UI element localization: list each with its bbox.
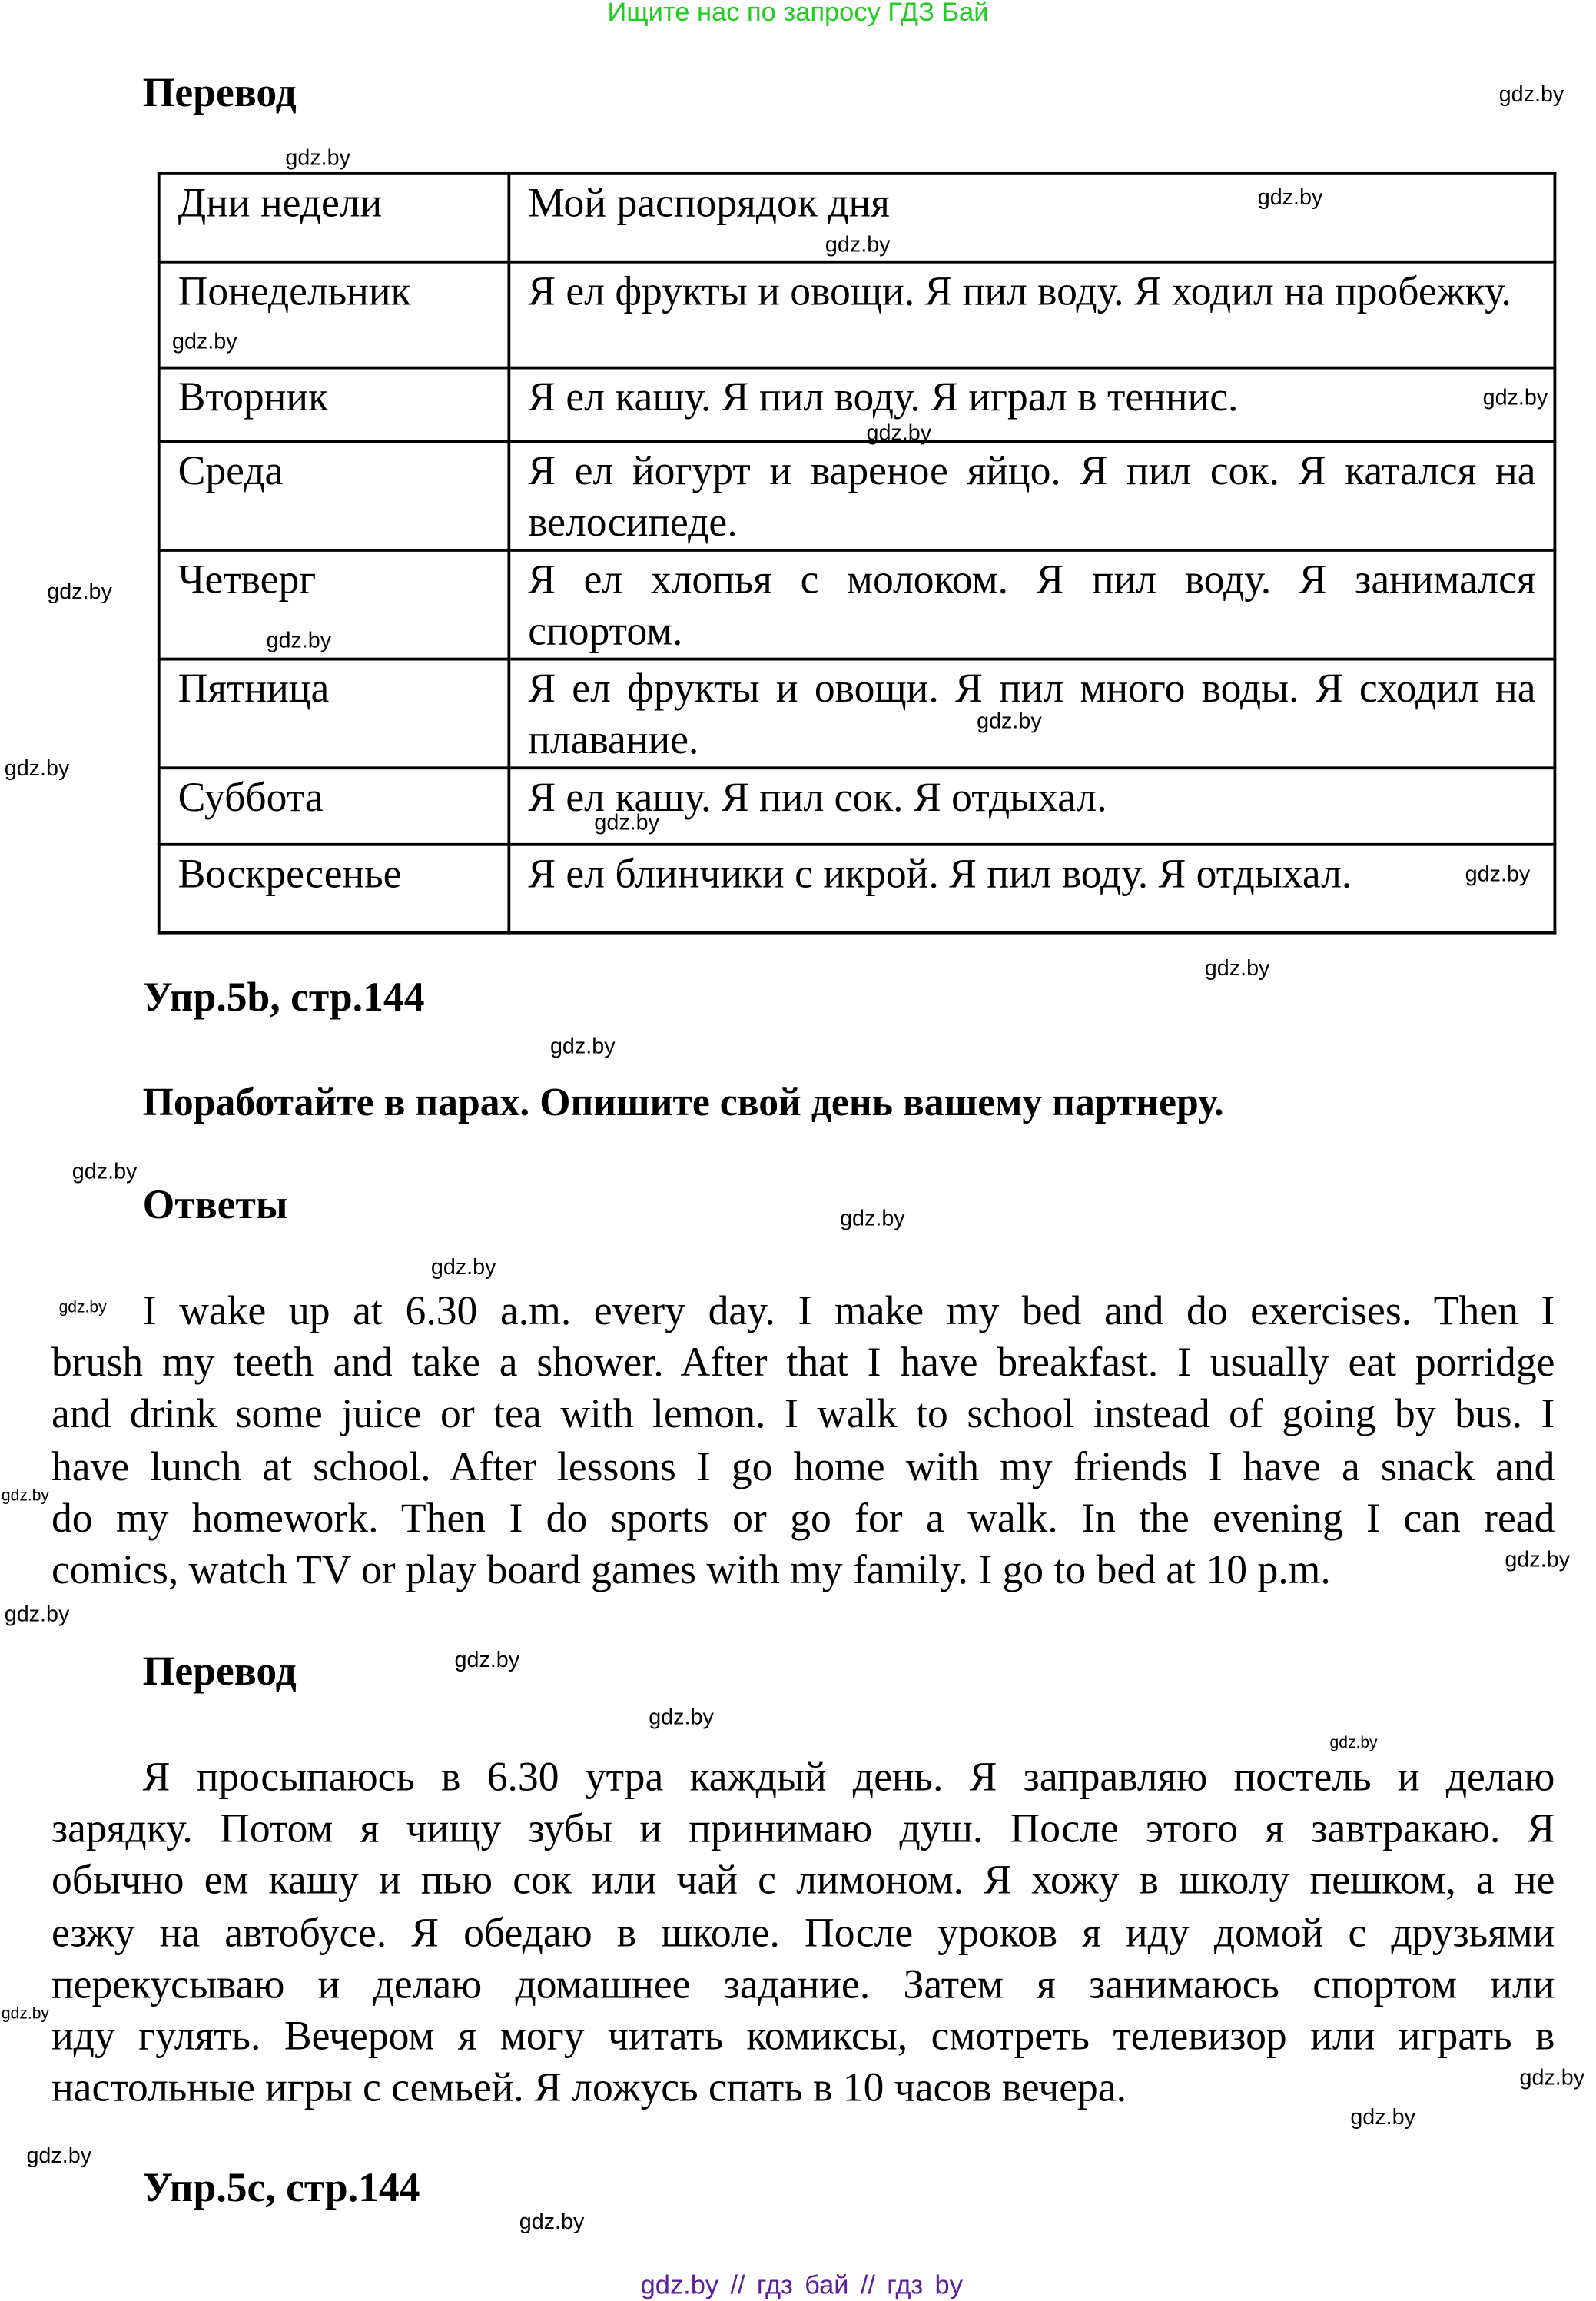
table-row: Суббота Я ел кашу. Я пил сок. Я отдыхал.: [157, 766, 1557, 846]
translation-line: зарядку. Потом я чищу зубы и принимаю ду…: [51, 1807, 1555, 1853]
table-row: Среда Я ел йогурт и вареное яйцо. Я пил …: [157, 440, 1557, 552]
activity-cell: Я ел фрукты и овощи. Я пил воду. Я ходил…: [507, 260, 1557, 370]
watermark: gdz.by: [549, 1034, 616, 1060]
watermark: gdz.by: [977, 709, 1042, 735]
translation-line: Я просыпаюсь в 6.30 утра каждый день. Я …: [142, 1755, 1555, 1801]
translation-line: настольные игры с семьей. Я ложусь спать…: [51, 2065, 1127, 2112]
watermark: gdz.by: [1519, 2065, 1585, 2091]
translation-paragraph: Я просыпаюсь в 6.30 утра каждый день. Я …: [51, 1752, 1555, 2115]
watermark: gdz.by: [1257, 185, 1323, 211]
watermark: gdz.by: [430, 1254, 496, 1280]
watermark: gdz.by: [1, 1487, 49, 1506]
schedule-table: Дни недели Мой распорядок дня Понедельни…: [157, 171, 1557, 935]
activity-cell: Я ел кашу. Я пил воду. Я играл в теннис.: [507, 366, 1557, 443]
watermark: gdz.by: [1, 2005, 49, 2024]
answer-paragraph: I wake up at 6.30 a.m. every day. I make…: [51, 1286, 1555, 1596]
table-row: Понедельник Я ел фрукты и овощи. Я пил в…: [157, 260, 1557, 370]
day-cell: Вторник: [157, 366, 511, 443]
translation-heading: Перевод: [142, 70, 297, 117]
activity-cell: Я ел йогурт и вареное яйцо. Я пил сок. Я…: [507, 440, 1557, 552]
table-row: Воскресенье Я ел блинчики с икрой. Я пил…: [157, 842, 1557, 935]
watermark: gdz.by: [1350, 2105, 1415, 2130]
translation-line: езжу на автобусе. Я обедаю в школе. Посл…: [51, 1910, 1555, 1957]
watermark: gdz.by: [594, 810, 659, 836]
day-cell: Четверг: [157, 549, 511, 661]
header-days: Дни недели: [157, 171, 511, 264]
answer-line: and drink some juice or tea with lemon. …: [51, 1392, 1555, 1438]
table-row: Вторник Я ел кашу. Я пил воду. Я играл в…: [157, 366, 1557, 443]
table-header-row: Дни недели Мой распорядок дня: [157, 171, 1557, 264]
watermark: gdz.by: [4, 755, 70, 782]
watermark: gdz.by: [519, 2210, 585, 2235]
translation-line: иду гулять. Вечером я могу читать комикс…: [51, 2014, 1555, 2060]
watermark: gdz.by: [1204, 956, 1270, 981]
watermark: gdz.by: [71, 1159, 138, 1185]
answer-line: comics, watch TV or play board games wit…: [51, 1547, 1331, 1594]
exercise-5b-heading: Упр.5b, стр.144: [142, 975, 425, 1021]
activity-cell: Я ел блинчики с икрой. Я пил воду. Я отд…: [507, 842, 1557, 935]
watermark: gdz.by: [285, 145, 350, 171]
watermark: gdz.by: [1482, 385, 1548, 411]
translation-heading-2: Перевод: [142, 1649, 297, 1695]
translation-line: перекусываю и делаю домашнее задание. За…: [51, 1962, 1555, 2008]
day-cell: Воскресенье: [157, 842, 511, 935]
watermark: gdz.by: [454, 1648, 520, 1673]
answer-line: brush my teeth and take a shower. After …: [51, 1340, 1555, 1386]
exercise-5b-task: Поработайте в парах. Опишите свой день в…: [142, 1080, 1224, 1124]
footer-links[interactable]: gdz.by // гдз бай // гдз by: [640, 2269, 963, 2300]
search-banner: Ищите нас по запросу ГДЗ Бай: [607, 0, 989, 27]
answer-line: have lunch at school. After lessons I go…: [51, 1444, 1555, 1490]
watermark: gdz.by: [840, 1206, 905, 1232]
answers-heading: Ответы: [142, 1183, 288, 1229]
watermark: gdz.by: [1498, 82, 1564, 108]
answer-line: do my homework. Then I do sports or go f…: [51, 1496, 1555, 1542]
activity-cell: Я ел хлопья с молоком. Я пил воду. Я зан…: [507, 549, 1557, 661]
watermark: gdz.by: [4, 1602, 70, 1628]
day-cell: Суббота: [157, 766, 511, 846]
activity-cell: Я ел фрукты и овощи. Я пил много воды. Я…: [507, 657, 1557, 770]
watermark: gdz.by: [1465, 862, 1531, 888]
watermark: gdz.by: [266, 628, 332, 653]
watermark: gdz.by: [171, 329, 237, 355]
watermark: gdz.by: [866, 420, 932, 447]
day-cell: Понедельник: [157, 260, 511, 370]
day-cell: Среда: [157, 440, 511, 552]
table-row: Пятница Я ел фрукты и овощи. Я пил много…: [157, 657, 1557, 770]
day-cell: Пятница: [157, 657, 511, 770]
exercise-5c-heading: Упр.5c, стр.144: [142, 2165, 420, 2212]
answer-line: I wake up at 6.30 a.m. every day. I make…: [142, 1288, 1555, 1335]
watermark: gdz.by: [58, 1299, 107, 1317]
activity-cell: Я ел кашу. Я пил сок. Я отдыхал.: [507, 766, 1557, 846]
table-row: Четверг Я ел хлопья с молоком. Я пил вод…: [157, 549, 1557, 661]
watermark: gdz.by: [26, 2143, 92, 2169]
watermark: gdz.by: [1329, 1734, 1378, 1752]
watermark: gdz.by: [47, 579, 112, 605]
translation-line: обычно ем кашу и пью сок или чай с лимон…: [51, 1858, 1555, 1904]
watermark: gdz.by: [825, 232, 891, 258]
header-schedule: Мой распорядок дня: [507, 171, 1557, 264]
watermark: gdz.by: [1505, 1547, 1570, 1573]
watermark: gdz.by: [649, 1705, 714, 1731]
